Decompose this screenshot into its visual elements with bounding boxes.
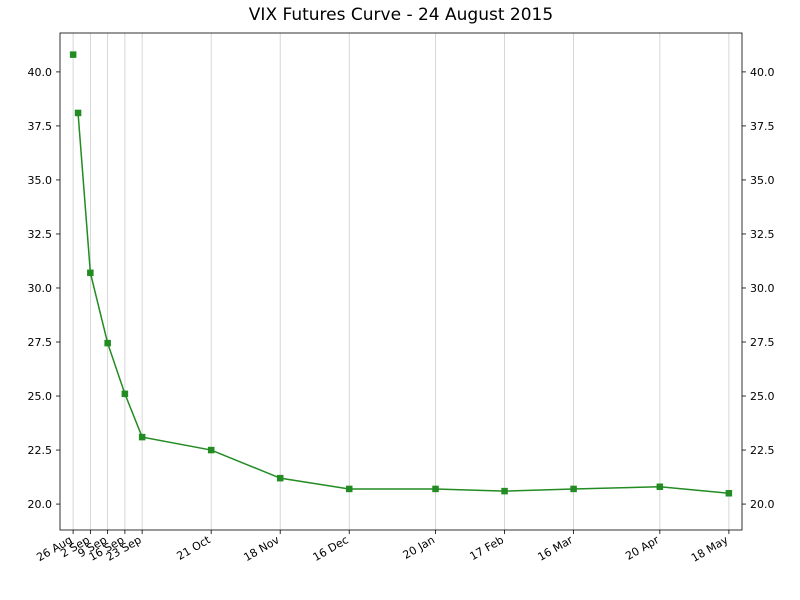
y-tick-label: 20.0 [28,498,53,511]
data-marker [726,490,732,496]
data-marker [87,270,93,276]
chart-background [0,0,800,600]
y-tick-label-right: 35.0 [750,174,775,187]
y-tick-label-right: 37.5 [750,120,775,133]
data-marker [277,475,283,481]
y-tick-label: 22.5 [28,444,53,457]
chart-svg: VIX Futures Curve - 24 August 2015 20.0 20… [0,0,800,600]
y-tick-label: 30.0 [28,282,53,295]
y-tick-label-right: 22.5 [750,444,775,457]
y-tick-label-right: 20.0 [750,498,775,511]
chart-container: VIX Futures Curve - 24 August 2015 20.0 20… [0,0,800,600]
y-tick-label-right: 25.0 [750,390,775,403]
data-marker [139,434,145,440]
y-tick-label: 32.5 [28,228,53,241]
y-tick-label-right: 27.5 [750,336,775,349]
chart-title: VIX Futures Curve - 24 August 2015 [249,5,553,25]
data-marker [208,447,214,453]
data-marker [571,486,577,492]
data-marker [105,340,111,346]
y-tick-label: 40.0 [28,66,53,79]
y-tick-label: 27.5 [28,336,53,349]
y-tick-label-right: 30.0 [750,282,775,295]
data-marker [346,486,352,492]
data-marker [70,52,76,58]
y-tick-label: 35.0 [28,174,53,187]
data-marker [122,391,128,397]
y-tick-label: 25.0 [28,390,53,403]
data-marker [75,110,81,116]
data-marker [502,488,508,494]
y-tick-label-right: 32.5 [750,228,775,241]
data-marker [433,486,439,492]
y-tick-label: 37.5 [28,120,53,133]
data-marker [657,484,663,490]
y-tick-label-right: 40.0 [750,66,775,79]
